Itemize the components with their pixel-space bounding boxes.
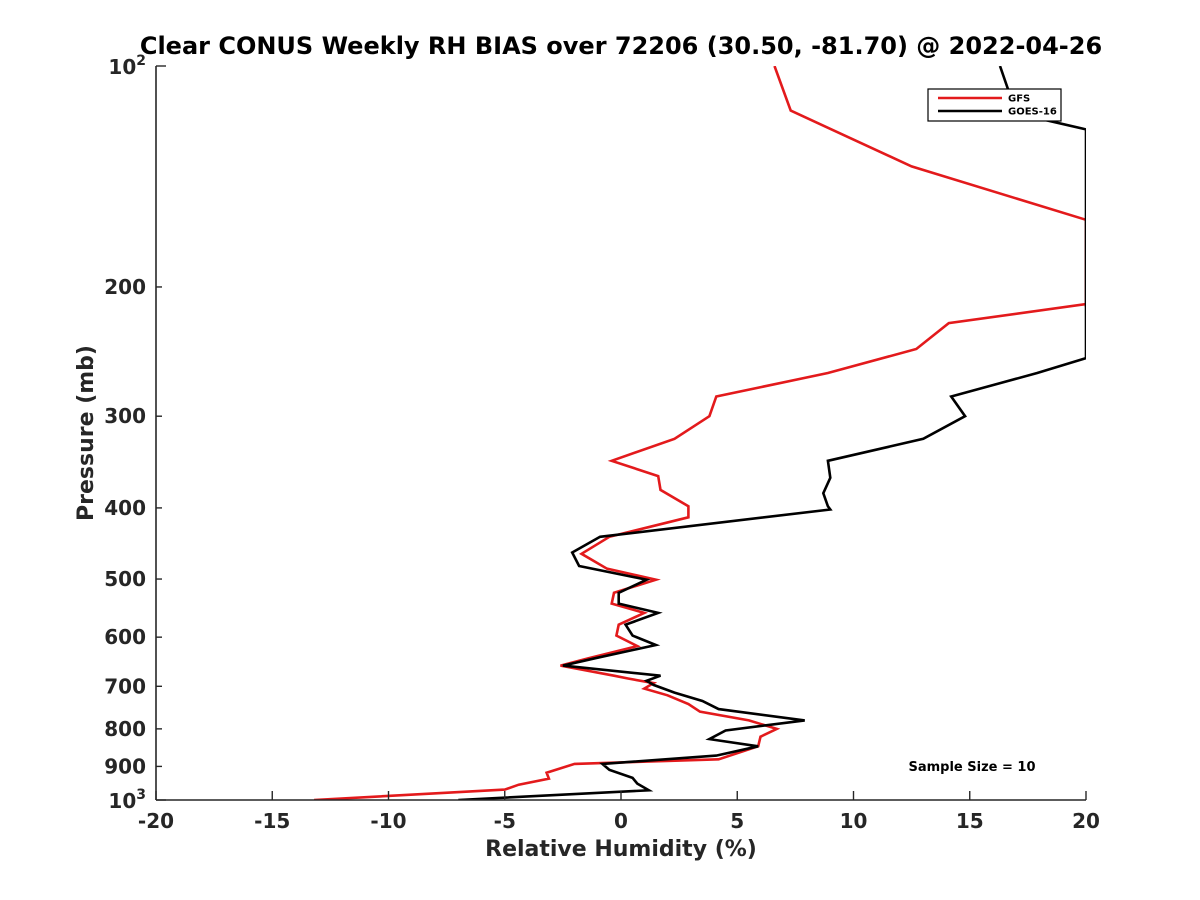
y-tick-label: 200 xyxy=(104,275,146,299)
x-tick-label: 15 xyxy=(956,809,984,833)
legend-label-gfs: GFS xyxy=(1008,94,1030,105)
legend-label-goes-16: GOES-16 xyxy=(1008,107,1057,118)
y-tick-label: 800 xyxy=(104,717,146,741)
x-tick-label: -10 xyxy=(370,809,406,833)
y-tick-label: 700 xyxy=(104,674,146,698)
x-tick-label: 20 xyxy=(1072,809,1100,833)
series-line-gfs xyxy=(314,66,1086,800)
y-tick-label: 500 xyxy=(104,567,146,591)
sample-size-annotation: Sample Size = 10 xyxy=(908,760,1035,775)
y-tick-label: 600 xyxy=(104,625,146,649)
x-tick-label: 5 xyxy=(730,809,744,833)
y-axis-label: Pressure (mb) xyxy=(74,345,99,521)
series-layer xyxy=(314,66,1086,800)
chart-title: Clear CONUS Weekly RH BIAS over 72206 (3… xyxy=(140,32,1102,60)
y-tick-label-major: 102 xyxy=(108,53,146,79)
y-tick-label: 300 xyxy=(104,404,146,428)
series-line-goes-16 xyxy=(458,66,1086,800)
x-axis-label: Relative Humidity (%) xyxy=(485,837,757,862)
x-tick-label: -5 xyxy=(494,809,516,833)
legend: GFS GOES-16 xyxy=(927,88,1062,122)
y-tick-label: 400 xyxy=(104,496,146,520)
x-tick-label: -20 xyxy=(138,809,174,833)
y-tick-label-major: 103 xyxy=(108,787,146,813)
legend-box xyxy=(927,88,1062,122)
ticks-layer: -20 -15 -10 -5 0 5 10 15 20 200 300 400 500 600 700 800… xyxy=(104,53,1100,833)
x-tick-label: -15 xyxy=(254,809,290,833)
x-tick-label: 0 xyxy=(614,809,628,833)
y-tick-label: 900 xyxy=(104,754,146,778)
x-tick-label: 10 xyxy=(840,809,868,833)
